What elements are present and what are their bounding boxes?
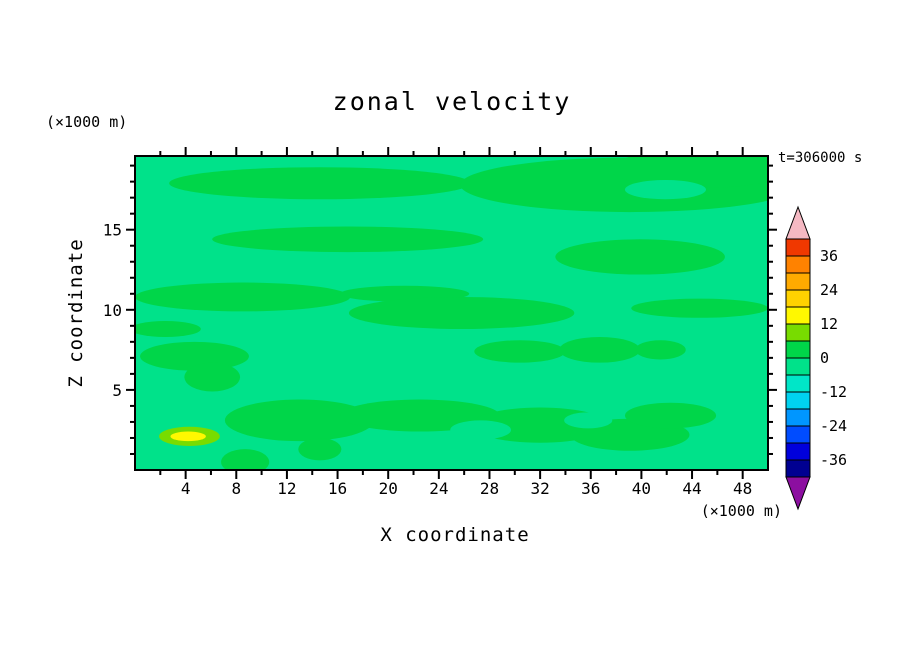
field-blob xyxy=(212,226,484,253)
y-tick-labels: 5 10 15 xyxy=(103,221,122,400)
x-tick-label: 8 xyxy=(231,479,241,498)
colorbar-segment xyxy=(785,425,811,444)
timestamp-label: t=306000 s xyxy=(778,150,862,166)
field-blob xyxy=(450,420,512,440)
colorbar-segment xyxy=(785,459,811,478)
field-blob xyxy=(624,402,717,429)
colorbar-segment xyxy=(785,408,811,427)
chart-title: zonal velocity xyxy=(333,87,572,116)
field-blob xyxy=(564,412,613,429)
colorbar-segment xyxy=(785,306,811,325)
field-blob xyxy=(631,298,768,318)
field-blob xyxy=(140,341,249,371)
field-blob xyxy=(635,340,686,360)
x-tick-label: 24 xyxy=(429,479,448,498)
colorbar-segment xyxy=(785,374,811,393)
colorbar-segment xyxy=(785,340,811,359)
x-tick-label: 16 xyxy=(328,479,347,498)
colorbar-over-arrow xyxy=(785,205,811,240)
x-tick-label: 40 xyxy=(632,479,651,498)
x-axis-label: X coordinate xyxy=(380,524,529,546)
colorbar: 36 24 12 0 -12 -24 -36 xyxy=(785,205,847,511)
colorbar-label: -12 xyxy=(820,383,847,401)
field-blob xyxy=(221,449,270,470)
y-axis-label: Z coordinate xyxy=(65,238,87,387)
field-blob xyxy=(609,156,768,189)
x-tick-label: 4 xyxy=(181,479,191,498)
y-axis-unit-label: (×1000 m) xyxy=(46,113,127,131)
colorbar-label: 0 xyxy=(820,349,829,367)
field-blob xyxy=(555,239,725,275)
contour-field xyxy=(135,156,768,470)
x-tick-label: 28 xyxy=(480,479,499,498)
colorbar-segment xyxy=(785,255,811,274)
colorbar-label: -36 xyxy=(820,451,847,469)
x-tick-label: 36 xyxy=(581,479,600,498)
x-tick-label: 12 xyxy=(277,479,296,498)
colorbar-label: 12 xyxy=(820,315,838,333)
y-tick-label: 10 xyxy=(103,301,122,320)
x-tick-label: 44 xyxy=(682,479,701,498)
colorbar-segment xyxy=(785,238,811,257)
field-blob xyxy=(298,437,342,461)
colorbar-segment xyxy=(785,442,811,461)
field-blob xyxy=(135,321,201,338)
field-blob xyxy=(624,180,706,200)
x-tick-label: 20 xyxy=(379,479,398,498)
colorbar-label: 24 xyxy=(820,281,838,299)
colorbar-label: 36 xyxy=(820,247,838,265)
field-blob xyxy=(184,362,241,392)
y-tick-label: 5 xyxy=(112,381,122,400)
colorbar-under-arrow xyxy=(785,476,811,511)
x-axis-unit-label: (×1000 m) xyxy=(701,502,782,520)
field-blob xyxy=(474,340,566,363)
field-blob xyxy=(559,337,641,363)
colorbar-segment xyxy=(785,289,811,308)
x-tick-label: 48 xyxy=(733,479,752,498)
colorbar-segment xyxy=(785,391,811,410)
colorbar-segment xyxy=(785,323,811,342)
y-tick-label: 15 xyxy=(103,221,122,240)
colorbar-segment xyxy=(785,357,811,376)
field-blob xyxy=(169,167,471,200)
plot-frame xyxy=(134,155,769,471)
x-tick-labels: 4 8 12 16 20 24 28 32 36 40 44 48 xyxy=(181,479,752,498)
colorbar-segment xyxy=(785,272,811,291)
field-blob xyxy=(348,296,575,330)
colorbar-label: -24 xyxy=(820,417,847,435)
field-blob xyxy=(135,282,351,312)
x-tick-label: 32 xyxy=(530,479,549,498)
field-blob xyxy=(170,431,206,442)
field-blob xyxy=(224,399,375,442)
